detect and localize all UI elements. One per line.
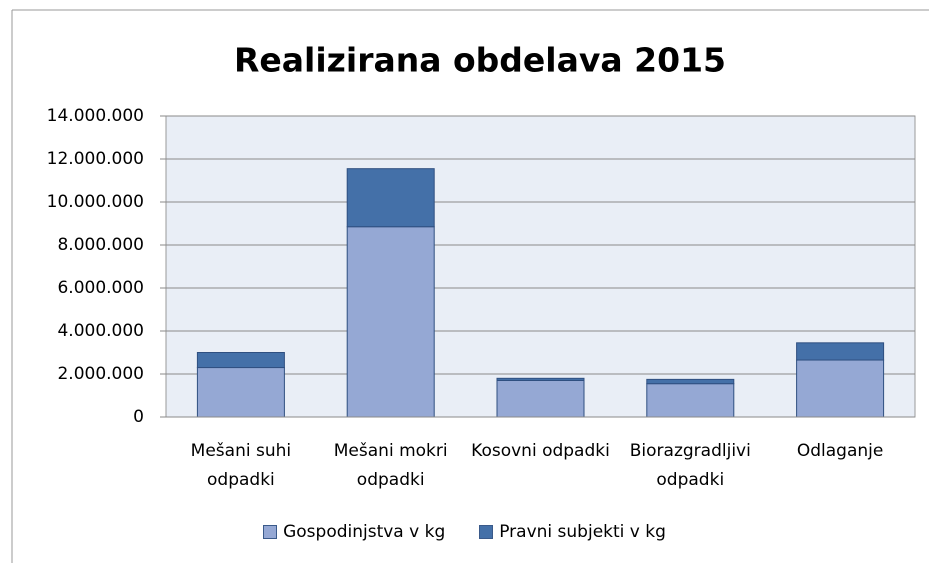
x-tick-label: Mešani mokri odpadki: [333, 441, 448, 490]
bar-segment: [346, 226, 435, 418]
plot-area: [165, 115, 916, 418]
bar-segment: [496, 379, 585, 418]
bar-segment: [346, 168, 435, 228]
bar-segment: [196, 352, 285, 369]
y-tick-label: 12.000.000: [47, 149, 144, 169]
legend-swatch: [479, 525, 494, 539]
y-tick-label: 4.000.000: [57, 321, 144, 341]
y-tick-label: 14.000.000: [47, 106, 144, 126]
bar-segment: [496, 377, 585, 381]
y-tick-label: 6.000.000: [57, 278, 144, 298]
chart-title: Realizirana obdelava 2015: [234, 41, 726, 80]
bar-segment: [796, 359, 885, 418]
y-tick-label: 2.000.000: [57, 364, 144, 384]
y-tick-label: 0: [133, 407, 144, 427]
bar-segment: [646, 383, 735, 418]
x-tick-label: Mešani suhi odpadki: [190, 441, 292, 490]
y-tick-label: 8.000.000: [57, 235, 144, 255]
x-tick-label: Kosovni odpadki: [471, 441, 610, 461]
legend: Gospodinjstva v kg Pravni subjekti v kg: [0, 522, 929, 542]
bar-segment: [196, 367, 285, 418]
legend-label: Gospodinjstva v kg: [283, 522, 446, 542]
x-tick-label: Odlaganje: [796, 441, 884, 461]
x-tick-label: Biorazgradljivi odpadki: [629, 441, 751, 490]
legend-item: Gospodinjstva v kg: [263, 522, 445, 542]
y-tick-label: 10.000.000: [47, 192, 144, 212]
legend-label: Pravni subjekti v kg: [499, 522, 666, 542]
bar-segment: [646, 378, 735, 385]
legend-swatch: [263, 525, 278, 539]
bar-segment: [796, 342, 885, 361]
legend-item: Pravni subjekti v kg: [479, 522, 666, 542]
